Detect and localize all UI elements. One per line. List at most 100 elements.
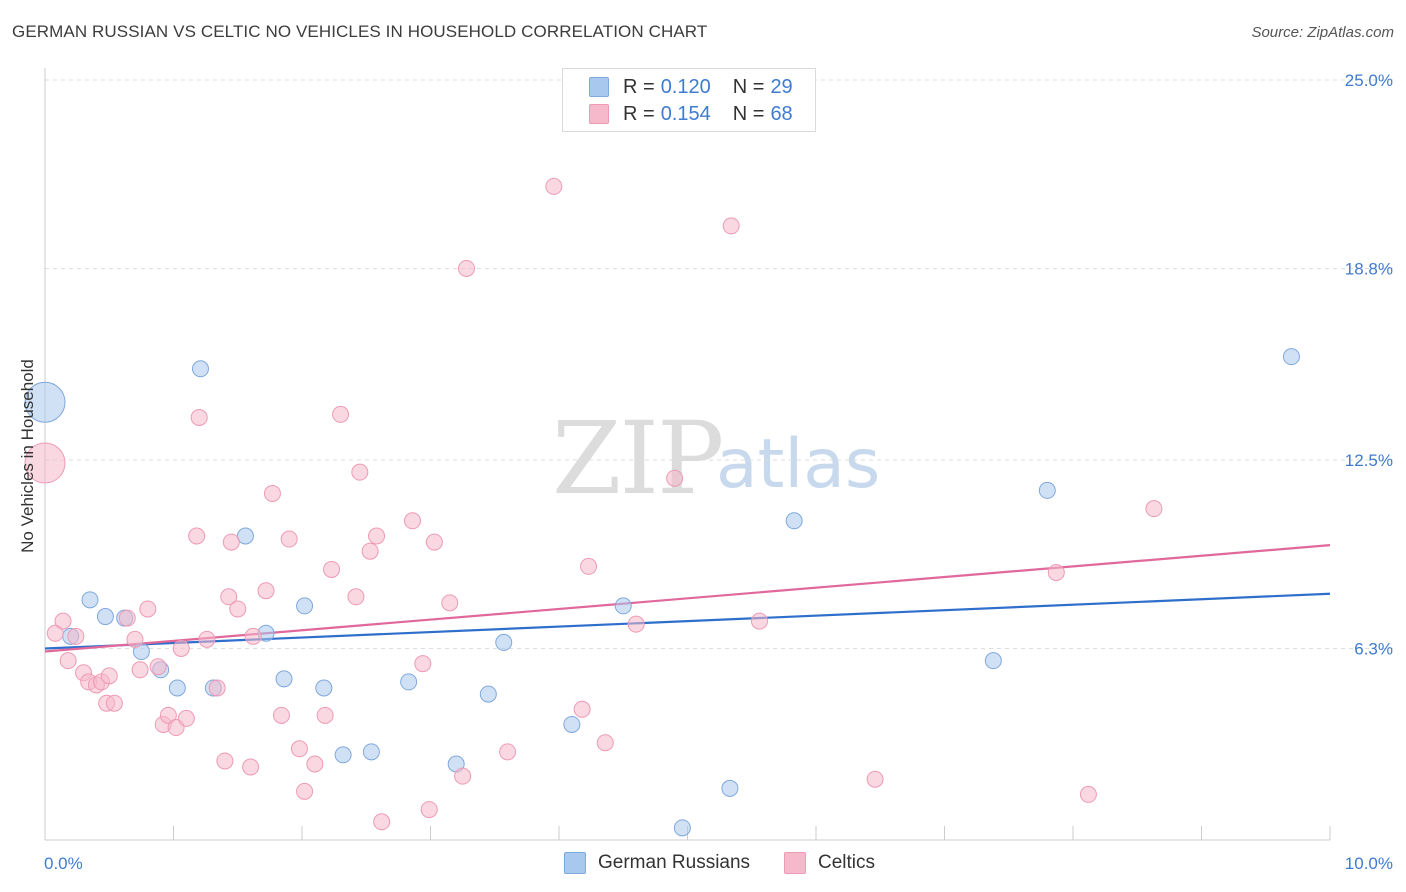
data-point (105, 694, 123, 712)
data-point (316, 706, 334, 724)
data-point (272, 706, 290, 724)
data-point (159, 706, 177, 724)
tick-labels: 6.3% 12.5% 18.8% 25.0% 0.0% 10.0% (44, 71, 1393, 873)
n-label: N = (732, 102, 765, 125)
trend-lines (44, 544, 1331, 653)
data-point (404, 512, 422, 530)
data-point (24, 381, 66, 423)
data-point (59, 652, 77, 670)
data-point (216, 752, 234, 770)
data-point (425, 533, 443, 551)
data-point (596, 734, 614, 752)
data-point (67, 627, 85, 645)
legend-item-celtics[interactable]: Celtics (784, 852, 875, 874)
legend-swatch-german-russians (564, 852, 586, 874)
data-point (721, 779, 739, 797)
data-point (1038, 481, 1056, 499)
data-point (361, 542, 379, 560)
data-point (420, 801, 438, 819)
correlation-legend: R = 0.120 N = 29 R = 0.154 N = 68 (562, 68, 816, 132)
data-point (229, 600, 247, 618)
data-point (296, 782, 314, 800)
data-point (499, 743, 517, 761)
data-point (54, 612, 72, 630)
legend-swatch-german-russians (589, 77, 609, 97)
data-point (332, 405, 350, 423)
data-point (24, 442, 66, 484)
r-label: R = (623, 75, 655, 98)
watermark-atlas: atlas (716, 425, 881, 504)
data-point (722, 217, 740, 235)
data-point (131, 661, 149, 679)
data-point (96, 608, 114, 626)
n-value: 68 (770, 102, 793, 125)
data-point (441, 594, 459, 612)
data-point (242, 758, 260, 776)
data-point (188, 527, 206, 545)
data-point (373, 813, 391, 831)
data-point (414, 655, 432, 673)
chart-title: GERMAN RUSSIAN VS CELTIC NO VEHICLES IN … (12, 22, 708, 41)
data-point (236, 527, 254, 545)
data-point (563, 715, 581, 733)
series-legend: German Russians Celtics (0, 852, 1406, 878)
data-point (280, 530, 298, 548)
data-point (208, 679, 226, 697)
data-point (479, 685, 497, 703)
data-point (785, 512, 803, 530)
data-point (666, 469, 684, 487)
data-point (177, 709, 195, 727)
data-point (198, 630, 216, 648)
data-point (81, 591, 99, 609)
data-point (149, 658, 167, 676)
data-point (1047, 563, 1065, 581)
data-point (545, 177, 563, 195)
data-point (673, 819, 691, 837)
data-point (46, 624, 64, 642)
source-label: Source: ZipAtlas.com (1251, 24, 1394, 41)
r-label: R = (623, 102, 655, 125)
n-value: 29 (770, 75, 793, 98)
data-point (263, 484, 281, 502)
data-point (244, 627, 262, 645)
data-point (627, 615, 645, 633)
data-point (750, 612, 768, 630)
legend-row-german-russians: R = 0.120 N = 29 (589, 75, 793, 99)
data-point (400, 673, 418, 691)
data-point (139, 600, 157, 618)
data-point (190, 408, 208, 426)
data-point (457, 259, 475, 277)
trend-line (44, 544, 1331, 653)
data-point (347, 588, 365, 606)
data-point (866, 770, 884, 788)
y-axis-label: No Vehicles in Household (18, 359, 37, 553)
data-point (172, 639, 190, 657)
data-point (368, 527, 386, 545)
data-point (290, 740, 308, 758)
data-point (362, 743, 380, 761)
data-point (580, 557, 598, 575)
x-tick-label: 10.0% (1345, 854, 1393, 873)
data-point (257, 582, 275, 600)
y-tick-label: 18.8% (1345, 259, 1393, 278)
data-point (168, 679, 186, 697)
data-point (334, 746, 352, 764)
r-value: 0.120 (660, 75, 711, 98)
legend-swatch-celtics (589, 104, 609, 124)
legend-item-german-russians[interactable]: German Russians (564, 852, 750, 874)
data-point (351, 463, 369, 481)
data-point (296, 597, 314, 615)
data-point (306, 755, 324, 773)
data-point (100, 667, 118, 685)
legend-label: Celtics (818, 852, 876, 873)
data-points (24, 177, 1300, 837)
data-point (573, 700, 591, 718)
y-tick-label: 12.5% (1345, 451, 1393, 470)
data-point (1145, 500, 1163, 518)
data-point (118, 609, 136, 627)
data-point (1282, 348, 1300, 366)
grid-lines (45, 79, 1395, 649)
axes (44, 68, 1331, 841)
data-point (454, 767, 472, 785)
